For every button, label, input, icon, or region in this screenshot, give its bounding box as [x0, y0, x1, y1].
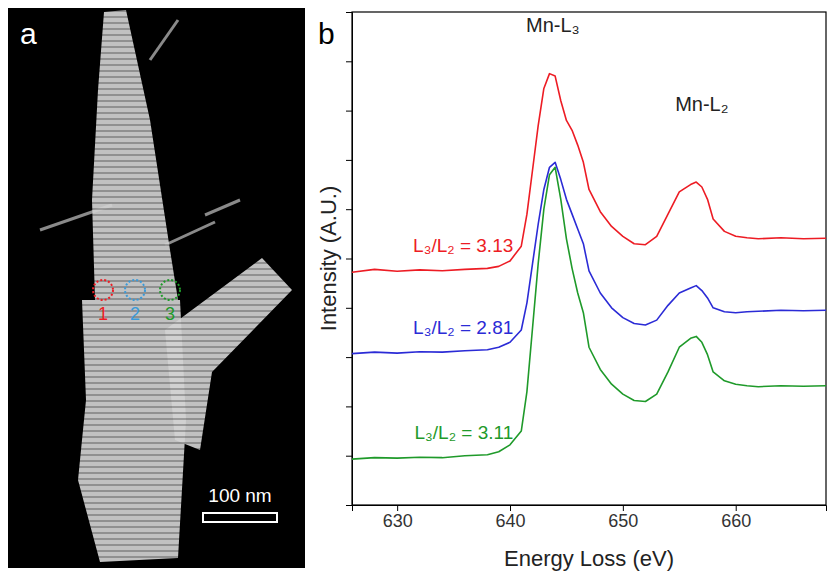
x-tick: 630: [383, 505, 413, 531]
series-label: L₃/L₂ = 3.11: [415, 422, 514, 443]
y-tick: [346, 308, 352, 309]
y-tick-mark: [346, 308, 352, 309]
nanorod: [165, 222, 215, 245]
spectrum-line: [352, 167, 826, 459]
x-tick: 660: [721, 505, 751, 531]
y-tick: [346, 160, 352, 161]
x-axis: 630 640 650 660: [353, 505, 827, 531]
series-group: [352, 74, 826, 460]
nanostructure: [92, 10, 178, 300]
probe-label: 2: [130, 304, 140, 324]
scale-bar-label: 100 nm: [208, 485, 271, 506]
y-tick-mark: [346, 209, 352, 210]
x-axis-title: Energy Loss (eV): [504, 546, 674, 571]
x-tick: 650: [608, 505, 638, 531]
y-axis: [346, 13, 353, 506]
y-tick: [346, 259, 352, 260]
y-tick-mark: [346, 406, 352, 407]
probe-circle: [160, 280, 180, 300]
peak-label: Mn-L₃: [526, 14, 580, 36]
probe-label: 3: [165, 304, 175, 324]
nanorod: [150, 20, 178, 60]
y-tick: [346, 111, 352, 112]
nanorod: [205, 200, 240, 215]
y-tick-mark: [346, 160, 352, 161]
y-tick-mark: [346, 61, 352, 62]
series-label: L₃/L₂ = 3.13: [413, 235, 513, 256]
x-tick-label: 650: [608, 511, 638, 531]
y-tick: [346, 357, 352, 358]
y-tick: [346, 61, 352, 62]
y-tick-mark: [346, 456, 352, 457]
panel-label: a: [20, 17, 37, 50]
figure: 1 2 3 100 nm a 630 640 650 660 L₃/L₂ = 3.13 L₃/L₂ …: [0, 0, 837, 580]
probe-label: 1: [98, 304, 108, 324]
y-axis-line: [346, 13, 353, 506]
series-label: L₃/L₂ = 2.81: [413, 317, 513, 338]
x-axis-line: [353, 506, 827, 512]
plot-frame: [352, 12, 826, 505]
y-tick: [346, 456, 352, 457]
x-tick-label: 640: [495, 511, 525, 531]
probe-circle: [125, 280, 145, 300]
y-tick-mark: [346, 259, 352, 260]
x-tick: 640: [495, 505, 525, 531]
chart-panel: 630 640 650 660 L₃/L₂ = 3.13 L₃/L₂ = 2.81 L₃/L…: [316, 12, 827, 571]
image-background: [8, 8, 305, 568]
scale-bar: [203, 513, 277, 522]
x-tick-label: 660: [721, 511, 751, 531]
spectrum-line: [352, 74, 826, 273]
y-tick: [346, 209, 352, 210]
x-tick-label: 630: [383, 511, 413, 531]
y-tick-mark: [346, 111, 352, 112]
y-tick-mark: [346, 357, 352, 358]
nanostructure: [165, 258, 292, 450]
panel-label: b: [318, 17, 335, 50]
spectrum-line: [352, 162, 826, 353]
probe-circle: [93, 280, 113, 300]
image-panel: 1 2 3 100 nm a: [8, 8, 305, 568]
y-tick: [346, 406, 352, 407]
peak-label: Mn-L₂: [675, 93, 728, 115]
y-axis-title: Intensity (A.U.): [316, 186, 341, 331]
